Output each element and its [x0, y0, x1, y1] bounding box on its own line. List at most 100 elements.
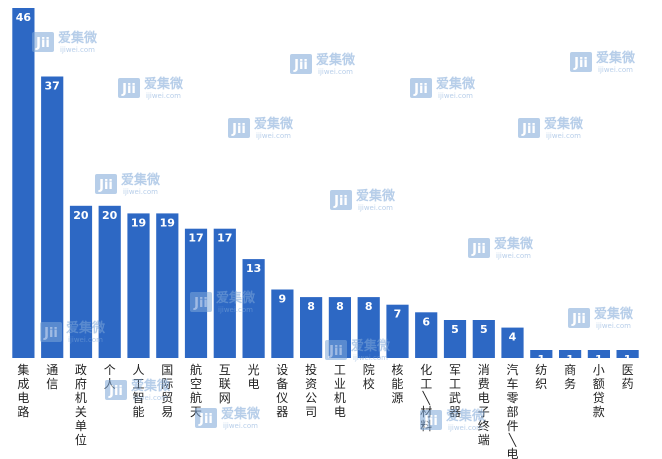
category-label-13: 核能源	[391, 363, 403, 405]
svg-text:ijiwei.com: ijiwei.com	[438, 92, 473, 100]
value-label-6: 17	[188, 232, 203, 245]
svg-text:爱集微: 爱集微	[356, 188, 396, 204]
category-label-20: 小额贷款	[593, 363, 605, 419]
value-label-0: 46	[16, 11, 32, 24]
svg-text:ijiwei.com: ijiwei.com	[318, 68, 353, 76]
svg-text:ijiwei.com: ijiwei.com	[596, 322, 631, 330]
value-label-12: 8	[365, 300, 373, 313]
bar-3	[98, 205, 121, 358]
value-label-14: 6	[422, 315, 430, 328]
category-label-11: 工业机电	[334, 363, 346, 419]
bar-0	[12, 8, 35, 358]
value-label-5: 19	[160, 216, 175, 229]
svg-text:ijiwei.com: ijiwei.com	[353, 354, 388, 362]
category-label-12: 院校	[363, 363, 375, 391]
svg-text:Jii: Jii	[471, 242, 486, 257]
value-label-10: 8	[307, 300, 315, 313]
svg-text:爱集微: 爱集微	[446, 408, 486, 424]
value-label-17: 4	[509, 331, 517, 344]
bar-19	[559, 350, 582, 358]
svg-text:爱集微: 爱集微	[131, 378, 171, 394]
svg-text:爱集微: 爱集微	[316, 52, 356, 68]
svg-text:Jii: Jii	[333, 194, 348, 209]
bar-12	[357, 297, 380, 358]
svg-text:Jii: Jii	[571, 312, 586, 327]
svg-text:ijiwei.com: ijiwei.com	[133, 394, 168, 402]
category-label-8: 光电	[248, 363, 260, 391]
svg-text:ijiwei.com: ijiwei.com	[598, 66, 633, 74]
value-label-8: 13	[246, 262, 261, 275]
svg-text:Jii: Jii	[43, 326, 58, 341]
value-label-2: 20	[73, 209, 89, 222]
value-label-20: 1	[595, 353, 603, 366]
bar-10	[300, 297, 323, 358]
svg-text:Jii: Jii	[293, 58, 308, 73]
value-label-7: 17	[217, 232, 232, 245]
svg-text:Jii: Jii	[423, 414, 438, 429]
value-label-11: 8	[336, 300, 344, 313]
category-label-17: 汽车零部件╲电子	[506, 362, 518, 459]
value-labels-layer: 46 37 20 20 19 19 17 17 13 9 8 8 8 7 6 5 5 4 1 1 1 1	[16, 11, 632, 366]
svg-text:爱集微: 爱集微	[436, 76, 476, 92]
category-label-9: 设备仪器	[276, 363, 288, 419]
category-label-19: 商务	[564, 362, 576, 391]
svg-text:爱集微: 爱集微	[254, 116, 294, 132]
svg-text:ijiwei.com: ijiwei.com	[60, 46, 95, 54]
svg-text:Jii: Jii	[193, 296, 208, 311]
category-labels-layer: 集成电路通信政府机关单位个人人工智能国际贸易航空航天互联网光电设备仪器投资公司工…	[17, 362, 633, 459]
svg-text:ijiwei.com: ijiwei.com	[223, 422, 258, 430]
svg-text:爱集微: 爱集微	[66, 320, 106, 336]
bar-7	[213, 228, 236, 358]
svg-text:ijiwei.com: ijiwei.com	[448, 424, 483, 432]
svg-text:Jii: Jii	[521, 122, 536, 137]
bar-17	[501, 327, 524, 358]
svg-text:Jii: Jii	[573, 56, 588, 71]
svg-text:爱集微: 爱集微	[58, 30, 98, 46]
svg-text:ijiwei.com: ijiwei.com	[123, 188, 158, 196]
svg-text:Jii: Jii	[198, 412, 213, 427]
value-label-3: 20	[102, 209, 118, 222]
category-label-18: 纺织	[535, 363, 547, 391]
bar-21	[616, 350, 639, 358]
svg-text:爱集微: 爱集微	[216, 290, 256, 306]
bar-5	[156, 213, 179, 358]
svg-text:爱集微: 爱集微	[144, 76, 184, 92]
bar-8	[242, 259, 265, 358]
bar-15	[443, 320, 467, 358]
category-label-16: 消费电子终端	[478, 363, 490, 447]
svg-text:ijiwei.com: ijiwei.com	[496, 252, 531, 260]
bar-16	[472, 320, 495, 358]
value-label-16: 5	[480, 323, 488, 336]
bar-4	[127, 213, 150, 358]
svg-text:爱集微: 爱集微	[494, 236, 534, 252]
category-label-2: 政府机关单位	[75, 363, 87, 447]
value-label-1: 37	[45, 80, 60, 93]
category-label-5: 国际贸易	[161, 363, 173, 419]
value-label-21: 1	[624, 353, 632, 366]
category-label-21: 医药	[622, 363, 634, 391]
bar-9	[271, 289, 294, 358]
svg-text:Jii: Jii	[35, 36, 50, 51]
bar-13	[386, 304, 409, 358]
value-label-15: 5	[451, 323, 459, 336]
category-label-1: 通信	[46, 363, 58, 391]
svg-text:ijiwei.com: ijiwei.com	[256, 132, 291, 140]
svg-text:Jii: Jii	[121, 82, 136, 97]
